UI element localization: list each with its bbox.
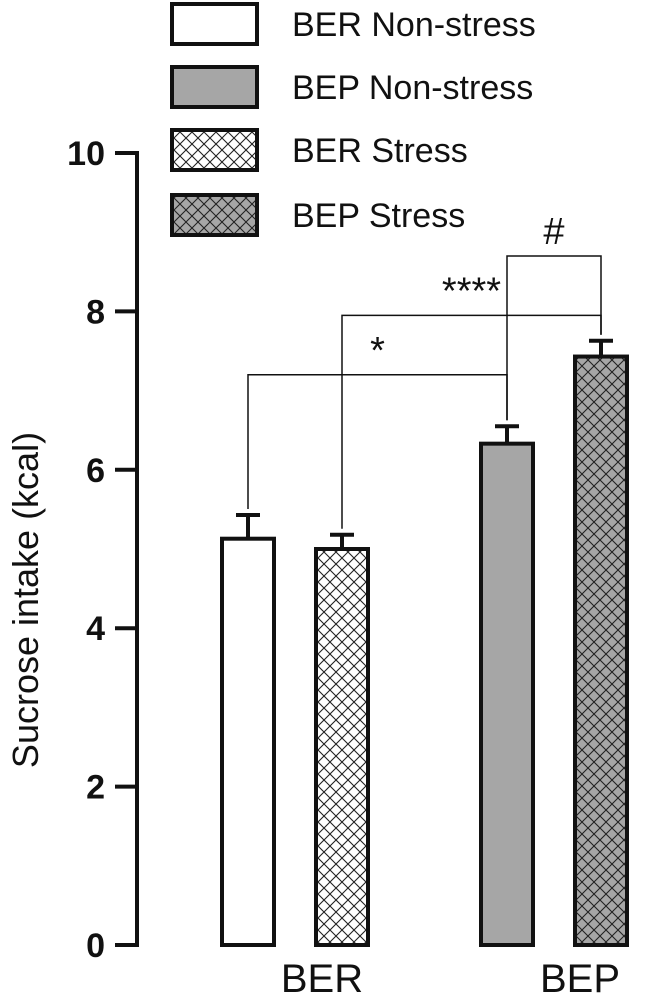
bar-ber-non-stress <box>220 536 276 947</box>
legend-swatch-ber-non-stress <box>170 2 259 46</box>
y-axis: 0 2 4 6 8 10 <box>67 135 139 965</box>
y-tick-label-2: 2 <box>86 769 105 807</box>
y-tick-label-4: 4 <box>86 610 105 648</box>
bar-bep-stress <box>573 354 629 947</box>
y-tick-label-10: 10 <box>67 135 105 173</box>
significance-label-3: # <box>543 211 564 253</box>
significance-bracket-1 <box>247 374 508 509</box>
legend-swatch-ber-stress <box>170 128 259 172</box>
legend-swatch-bep-stress <box>170 193 259 237</box>
y-axis-title: Sucrose intake (kcal) <box>5 432 46 768</box>
legend-label-ber-stress: BER Stress <box>292 132 468 170</box>
significance-label-1: * <box>370 330 385 372</box>
y-tick-label-6: 6 <box>86 452 105 490</box>
bars <box>220 338 629 947</box>
significance-label-2: **** <box>442 270 501 312</box>
significance-bracket-3 <box>506 255 602 421</box>
legend-label-bep-stress: BEP Stress <box>292 197 465 235</box>
significance-brackets: *****# <box>247 211 602 529</box>
legend-swatch-bep-non-stress <box>170 65 259 109</box>
y-tick-label-0: 0 <box>86 927 105 965</box>
category-label-ber: BER <box>281 957 363 1000</box>
legend: BER Non-stress BEP Non-stress BER Stress BE… <box>170 2 536 237</box>
legend-label-ber-non-stress: BER Non-stress <box>292 6 536 44</box>
category-label-bep: BEP <box>540 957 620 1000</box>
legend-label-bep-non-stress: BEP Non-stress <box>292 69 533 107</box>
bar-bep-non-stress <box>479 441 535 947</box>
y-tick-label-8: 8 <box>86 293 105 331</box>
bar-ber-stress <box>314 547 370 947</box>
